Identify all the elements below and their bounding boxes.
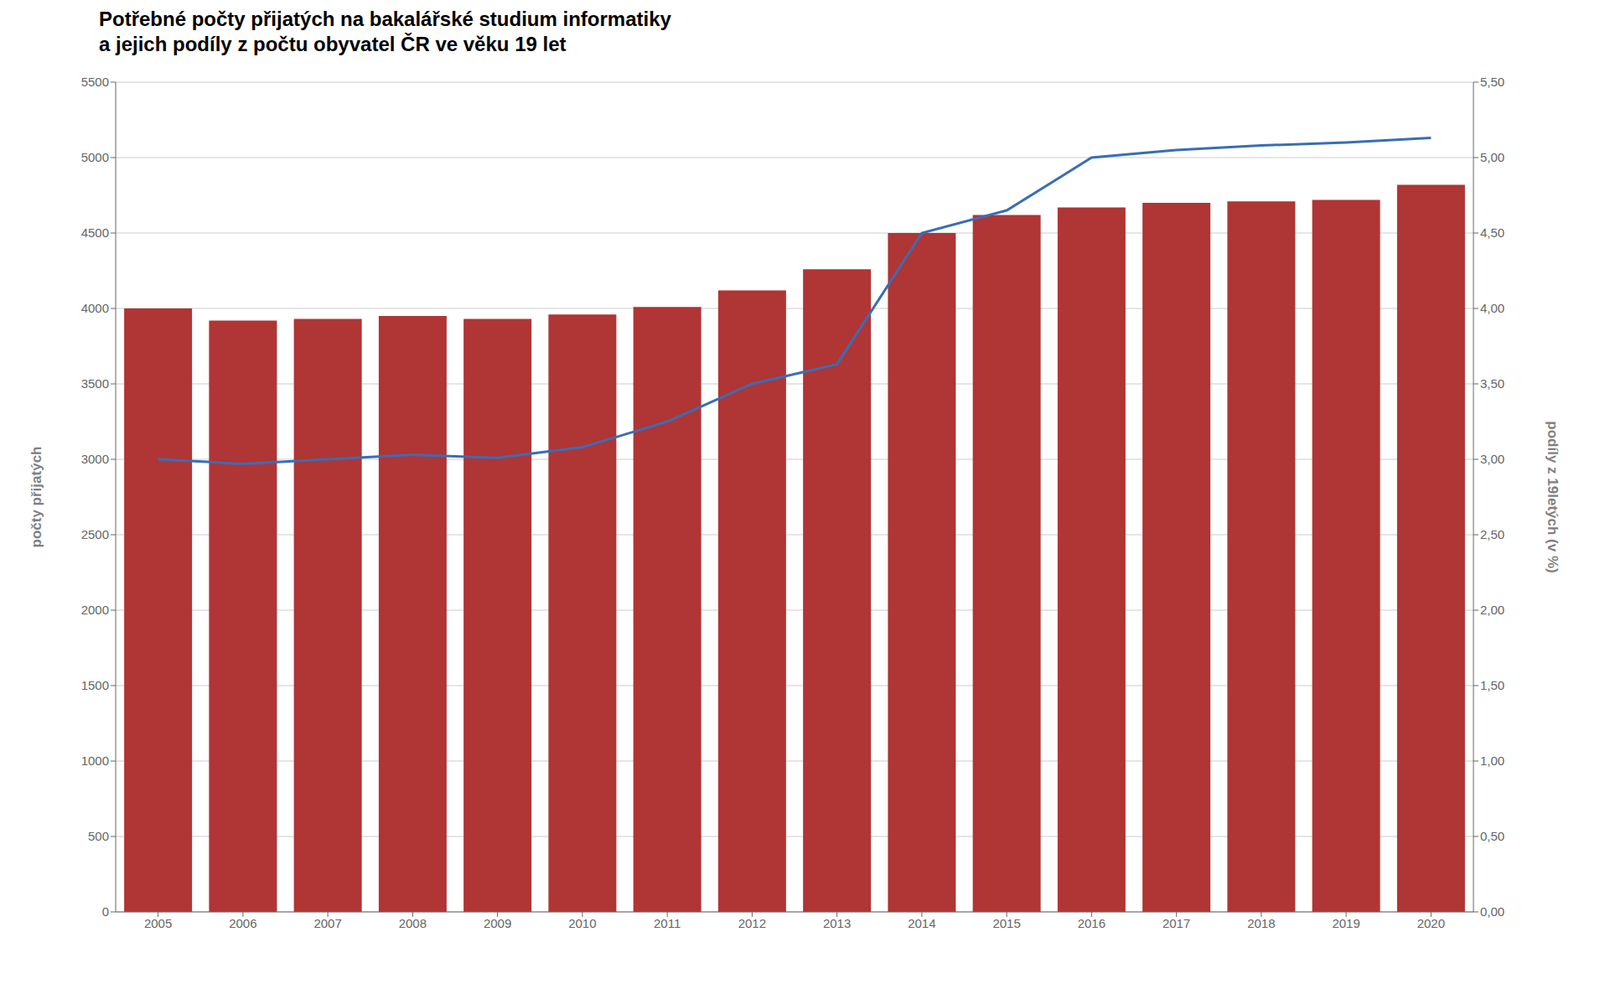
- html-text:Potřebné počty přijatých na ba: Potřebné počty přijatých na bakalářské s…: [98, 7, 672, 31]
- svg-text:2000: 2000: [81, 602, 109, 617]
- svg-text:3,00: 3,00: [1480, 451, 1505, 467]
- svg-text:2,00: 2,00: [1480, 602, 1505, 617]
- svg-text:podíly z 19letých (v %): podíly z 19letých (v %): [1544, 420, 1561, 573]
- svg-text:5000: 5000: [81, 150, 109, 165]
- svg-text:2011: 2011: [653, 916, 681, 931]
- svg-text:3500: 3500: [81, 376, 109, 391]
- html-text:a jejich podíly z počtu obyvat: a jejich podíly z počtu obyvatel ČR ve v…: [98, 32, 567, 56]
- svg-text:0,00: 0,00: [1480, 904, 1505, 919]
- svg-text:2500: 2500: [81, 527, 109, 542]
- svg-text:0: 0: [102, 904, 109, 919]
- svg-text:3,50: 3,50: [1480, 376, 1505, 391]
- svg-text:4500: 4500: [81, 225, 109, 240]
- svg-text:5500: 5500: [81, 74, 109, 89]
- svg-text:4,50: 4,50: [1480, 225, 1505, 240]
- svg-text:4,00: 4,00: [1480, 300, 1505, 316]
- svg-text:3000: 3000: [81, 451, 109, 467]
- svg-text:500: 500: [88, 828, 109, 844]
- svg-text:1000: 1000: [81, 753, 109, 768]
- svg-text:2020: 2020: [1417, 916, 1445, 931]
- svg-text:2019: 2019: [1331, 916, 1360, 931]
- svg-text:1500: 1500: [81, 678, 109, 693]
- svg-text:5,50: 5,50: [1480, 74, 1505, 89]
- svg-text:5,00: 5,00: [1480, 150, 1505, 165]
- svg-text:2017: 2017: [1162, 916, 1191, 931]
- svg-text:2009: 2009: [483, 916, 512, 931]
- svg-text:2013: 2013: [823, 916, 851, 931]
- svg-text:počty přijatých: počty přijatých: [28, 446, 45, 549]
- svg-text:2018: 2018: [1247, 916, 1275, 931]
- svg-text:2007: 2007: [313, 916, 342, 931]
- svg-text:0,50: 0,50: [1480, 828, 1505, 844]
- svg-text:2012: 2012: [738, 916, 767, 931]
- svg-text:2,50: 2,50: [1480, 527, 1505, 542]
- svg-text:1,50: 1,50: [1480, 678, 1505, 693]
- svg-text:2008: 2008: [398, 916, 427, 931]
- svg-text:2016: 2016: [1077, 916, 1106, 931]
- svg-text:2015: 2015: [992, 916, 1021, 931]
- svg-text:4000: 4000: [81, 300, 109, 316]
- svg-text:2005: 2005: [144, 916, 172, 931]
- svg-text:1,00: 1,00: [1480, 753, 1505, 768]
- svg-text:2006: 2006: [228, 916, 257, 931]
- svg-text:2010: 2010: [568, 916, 596, 931]
- svg-text:2014: 2014: [907, 916, 936, 931]
